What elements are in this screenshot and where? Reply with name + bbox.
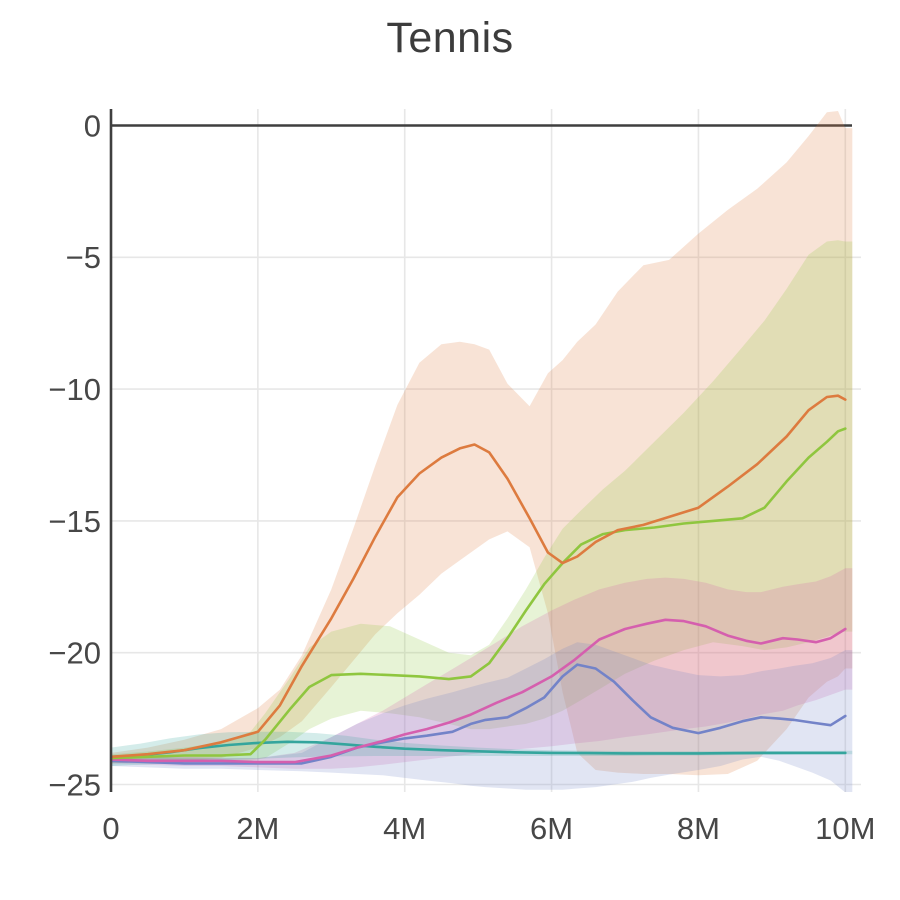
band-teal (111, 731, 853, 766)
x-tick-label-6M: 6M (530, 811, 573, 846)
y-tick-label-−10: −10 (48, 372, 101, 407)
x-tick-label-8M: 8M (677, 811, 720, 846)
x-tick-label-4M: 4M (383, 811, 426, 846)
x-tick-label-0: 0 (102, 811, 119, 846)
line-orange (111, 394, 847, 759)
y-tick-label-−25: −25 (48, 767, 101, 802)
y-tick-label-0: 0 (84, 108, 101, 143)
x-tick-label-2M: 2M (236, 811, 279, 846)
band-green (111, 240, 853, 764)
band-orange (111, 111, 853, 776)
y-tick-label-−15: −15 (48, 504, 101, 539)
chart-title: Tennis (386, 14, 514, 62)
x-tick-label-10M: 10M (815, 811, 875, 846)
line-green (111, 427, 847, 760)
line-blue (111, 663, 847, 765)
y-tick-label-−5: −5 (66, 240, 101, 275)
line-teal (111, 740, 847, 759)
line-magenta (111, 618, 847, 764)
y-tick-label-−20: −20 (48, 636, 101, 671)
